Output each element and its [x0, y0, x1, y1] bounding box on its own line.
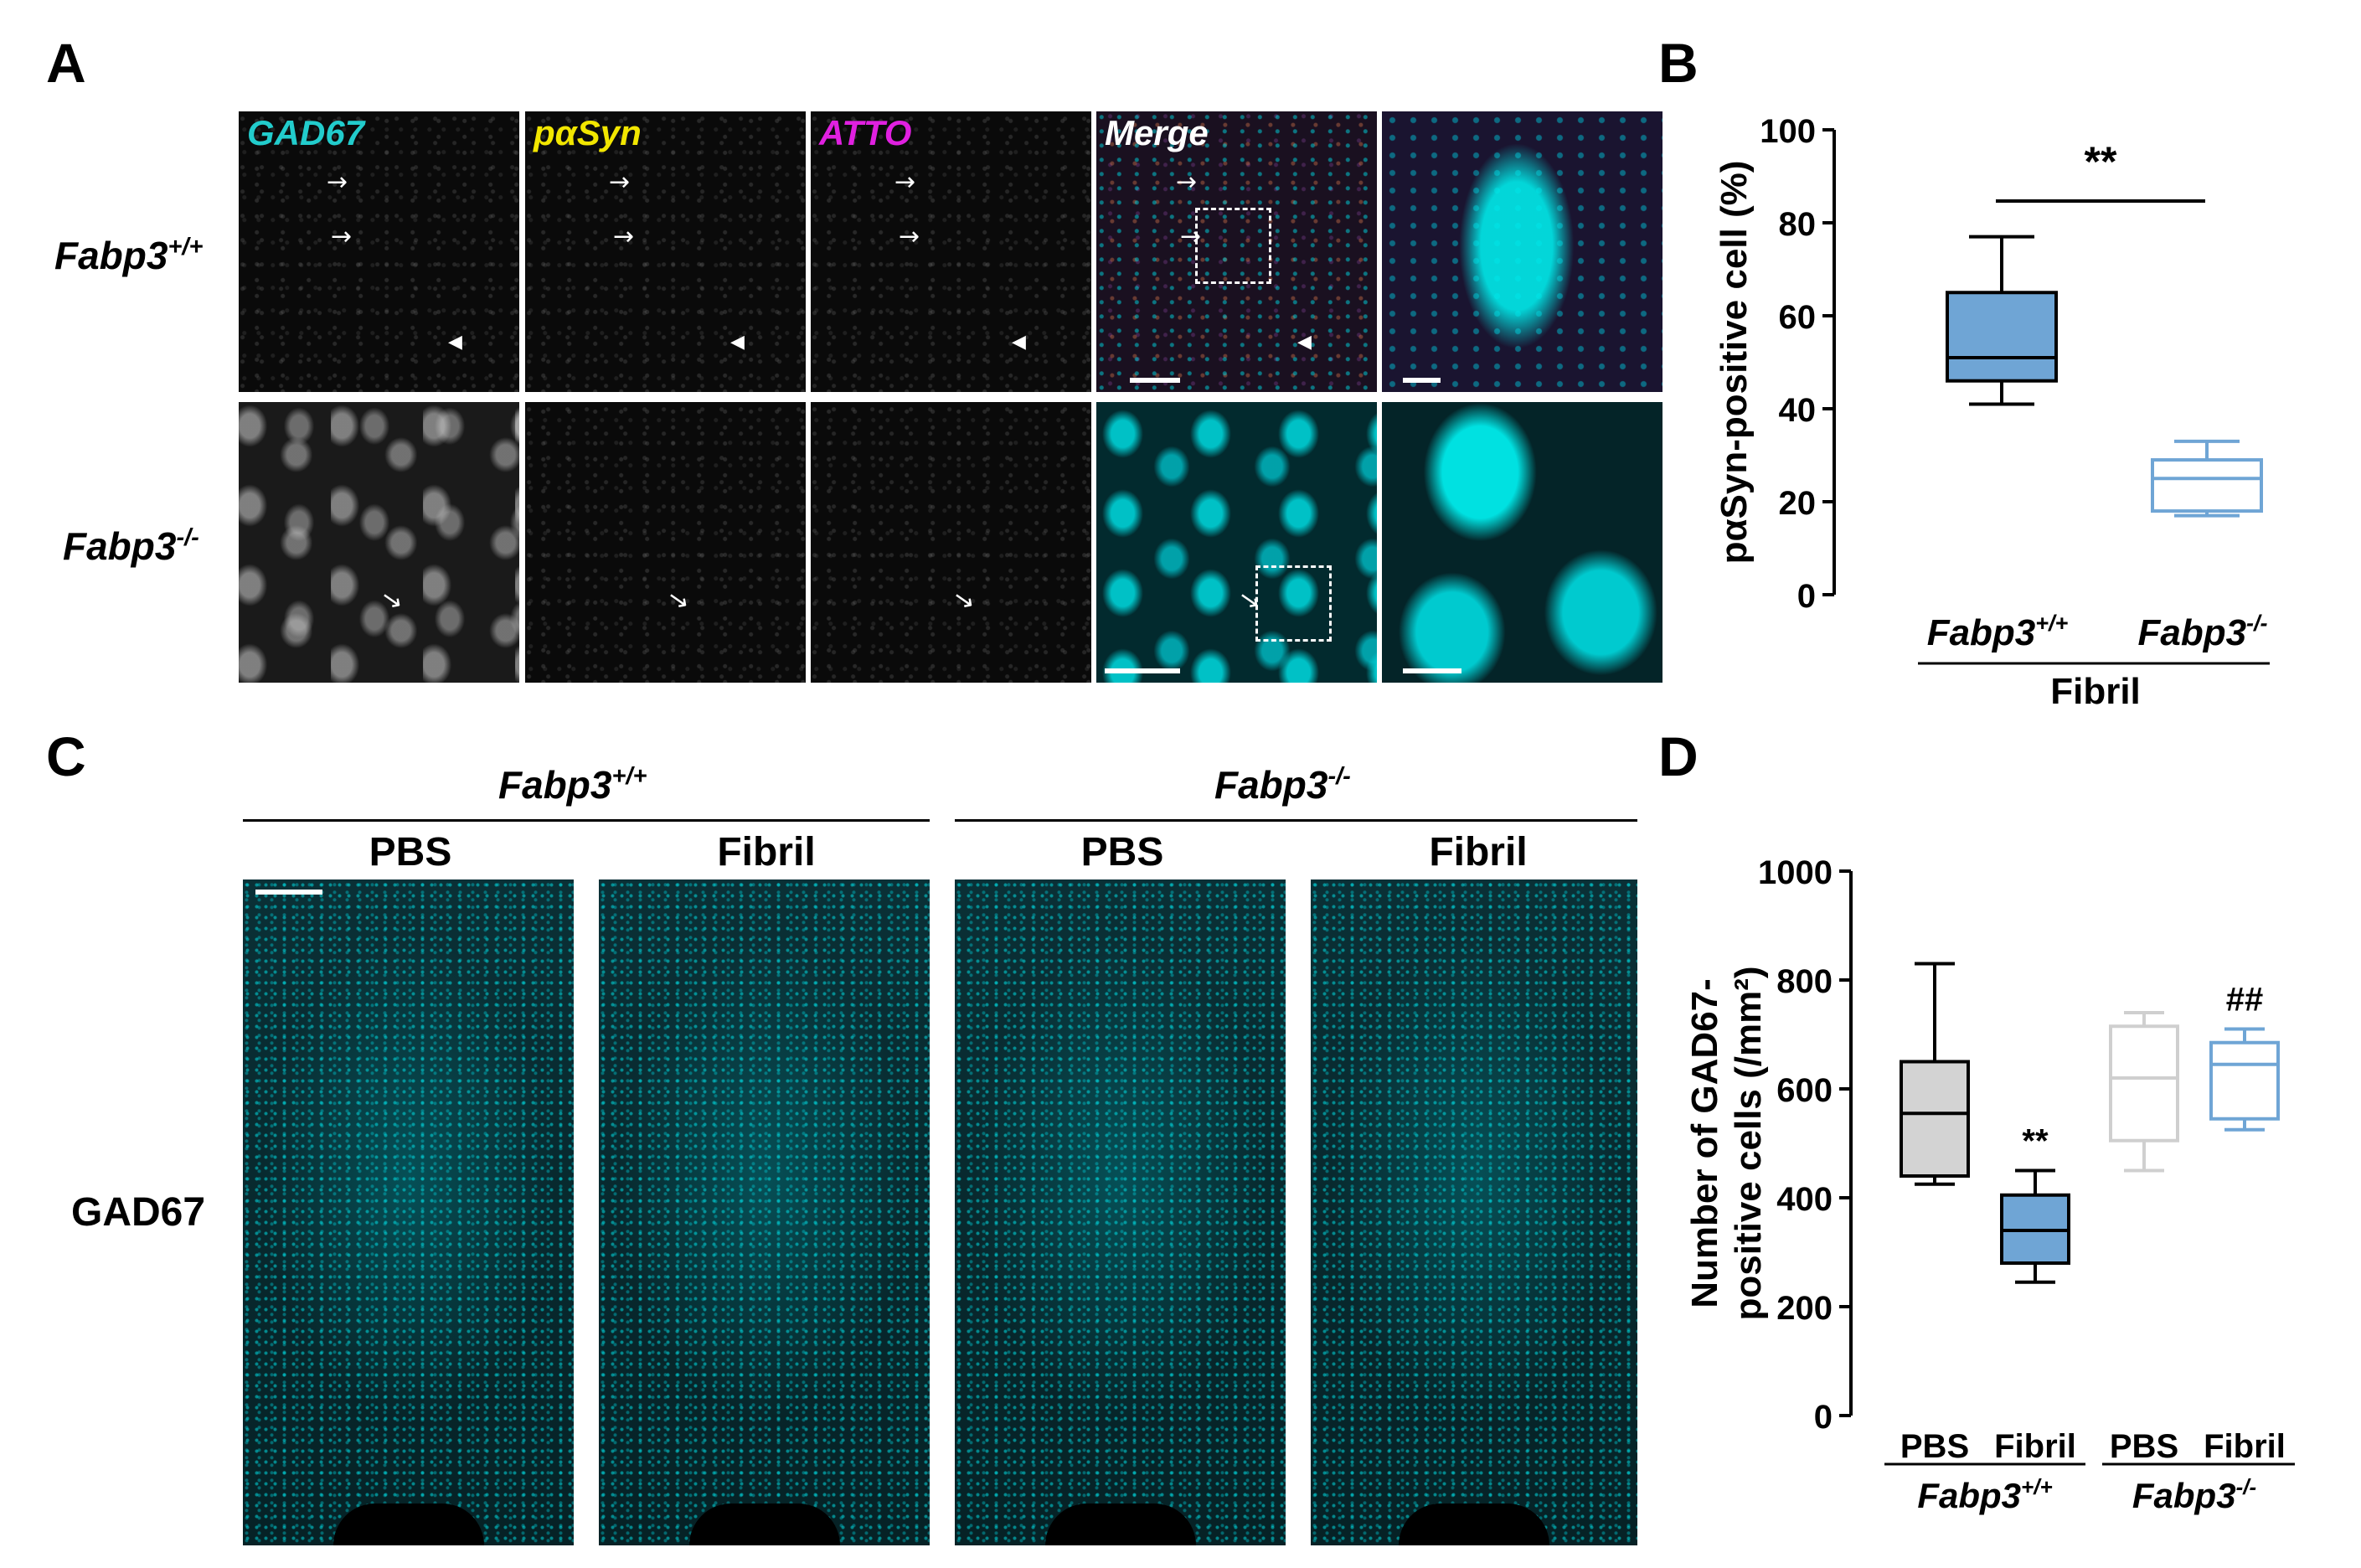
group-label: Fibril	[2050, 671, 2141, 712]
micrograph-merge-wt: Merge → → ◀	[1096, 111, 1377, 392]
box-iqr	[2109, 1024, 2179, 1142]
zoom-region-box	[1255, 565, 1332, 642]
brain-section-pbs-wt	[243, 879, 574, 1545]
arrowhead-icon: ◀	[730, 332, 745, 353]
scale-bar	[255, 890, 322, 895]
x-tick-label: PBS	[1900, 1428, 1969, 1465]
x-tick-label: Fibril	[1994, 1428, 2076, 1465]
arrow-icon: →	[374, 582, 410, 619]
group-label: Fabp3+/+	[1917, 1474, 2052, 1515]
arrowhead-icon: ◀	[448, 332, 462, 353]
chart-b: 0 20 40 60 80 100 ** pαSyn-positive cell (%) Fab…	[1714, 113, 2270, 712]
y-tick-label: 1000	[1758, 854, 1833, 891]
ventricle-shape	[1399, 1504, 1549, 1545]
ventricle-shape	[688, 1504, 840, 1545]
micrograph-atto-ko: →	[811, 402, 1091, 683]
micrograph-atto-wt: ATTO → → ◀	[811, 111, 1091, 392]
group-label-wildtype: Fabp3+/+	[498, 763, 647, 807]
y-tick-label: 100	[1760, 113, 1816, 150]
significance-mark: **	[2085, 138, 2117, 185]
micrograph-zoom-ko	[1382, 402, 1662, 683]
y-tick-label: 400	[1776, 1181, 1833, 1218]
y-tick-label: 40	[1779, 392, 1817, 429]
group-line-knockout	[955, 819, 1637, 822]
channel-label-pasyn: pαSyn	[534, 113, 642, 152]
arrowhead-icon: ◀	[1012, 332, 1026, 353]
micrograph-pasyn-ko: →	[525, 402, 806, 683]
y-tick-label: 0	[1797, 578, 1816, 615]
arrow-icon: →	[899, 222, 920, 251]
panel-label-b: B	[1658, 32, 1699, 94]
group-label: Fabp3-/-	[2132, 1474, 2256, 1515]
arrowhead-icon: ◀	[1297, 332, 1312, 353]
arrow-icon: →	[327, 168, 348, 197]
x-tick-label: Fibril	[2204, 1428, 2286, 1465]
y-tick-label: 60	[1779, 299, 1817, 336]
y-tick-label: 80	[1779, 206, 1817, 243]
x-tick-label: Fabp3+/+	[1927, 611, 2069, 653]
condition-label-pbs-ko: PBS	[1080, 830, 1164, 874]
row-label-knockout: Fabp3-/-	[63, 524, 199, 568]
group-line-wildtype	[243, 819, 930, 822]
box-iqr	[1946, 291, 2058, 383]
arrow-icon: →	[661, 582, 696, 619]
scale-bar	[1403, 668, 1461, 673]
brain-section-pbs-ko	[955, 879, 1286, 1545]
brain-section-fibril-wt	[599, 879, 930, 1545]
panel-label-c: C	[46, 725, 86, 787]
arrow-icon: →	[946, 582, 982, 619]
arrow-icon: →	[331, 222, 353, 251]
ventricle-shape	[1044, 1504, 1196, 1545]
scale-bar	[1403, 378, 1441, 383]
box-iqr	[2209, 1040, 2280, 1121]
x-tick-label: PBS	[2110, 1428, 2178, 1465]
micrograph-merge-ko: →	[1096, 402, 1377, 683]
y-tick-label: 200	[1776, 1290, 1833, 1327]
group-label-knockout: Fabp3-/-	[1214, 763, 1351, 807]
brain-section-fibril-ko	[1311, 879, 1637, 1545]
chart-d: 0 200 400 600 800 1000 ** ## Number of GAD67- pos…	[1684, 854, 2295, 1515]
arrow-icon: →	[1176, 168, 1198, 197]
significance-mark: ##	[2226, 982, 2264, 1019]
channel-label-gad67: GAD67	[247, 113, 365, 152]
y-tick-label: 0	[1814, 1399, 1833, 1436]
panel-label-d: D	[1658, 725, 1699, 787]
y-tick-label: 800	[1776, 963, 1833, 1000]
ventricle-shape	[332, 1504, 484, 1545]
y-tick-label: 600	[1776, 1072, 1833, 1109]
arrow-icon: →	[894, 168, 916, 197]
condition-label-fibril-wt: Fibril	[717, 830, 816, 874]
channel-label-atto: ATTO	[819, 113, 912, 152]
y-axis-label: Number of GAD67-	[1684, 978, 1725, 1308]
micrograph-gad67-wt: GAD67 → → ◀	[239, 111, 519, 392]
micrograph-gad67-ko: →	[239, 402, 519, 683]
panel-label-a: A	[46, 32, 86, 94]
condition-label-fibril-ko: Fibril	[1429, 830, 1528, 874]
arrow-icon: →	[613, 222, 635, 251]
scale-bar	[1105, 668, 1180, 673]
channel-label-merge: Merge	[1105, 113, 1209, 152]
y-axis-label: positive cells (/mm²)	[1728, 966, 1769, 1320]
micrograph-zoom-wt	[1382, 111, 1662, 392]
y-tick-label: 20	[1779, 485, 1817, 522]
row-label-wildtype: Fabp3+/+	[54, 234, 204, 277]
row-label-gad67: GAD67	[71, 1190, 206, 1235]
condition-label-pbs-wt: PBS	[369, 830, 452, 874]
box-iqr	[1900, 1060, 1970, 1178]
box-iqr	[2151, 458, 2263, 513]
significance-mark: **	[2022, 1123, 2049, 1160]
y-axis-label: pαSyn-positive cell (%)	[1714, 161, 1755, 565]
zoom-region-box	[1195, 208, 1271, 284]
arrow-icon: →	[609, 168, 631, 197]
micrograph-pasyn-wt: pαSyn → → ◀	[525, 111, 806, 392]
scale-bar	[1130, 378, 1180, 383]
x-tick-label: Fabp3-/-	[2137, 611, 2267, 653]
